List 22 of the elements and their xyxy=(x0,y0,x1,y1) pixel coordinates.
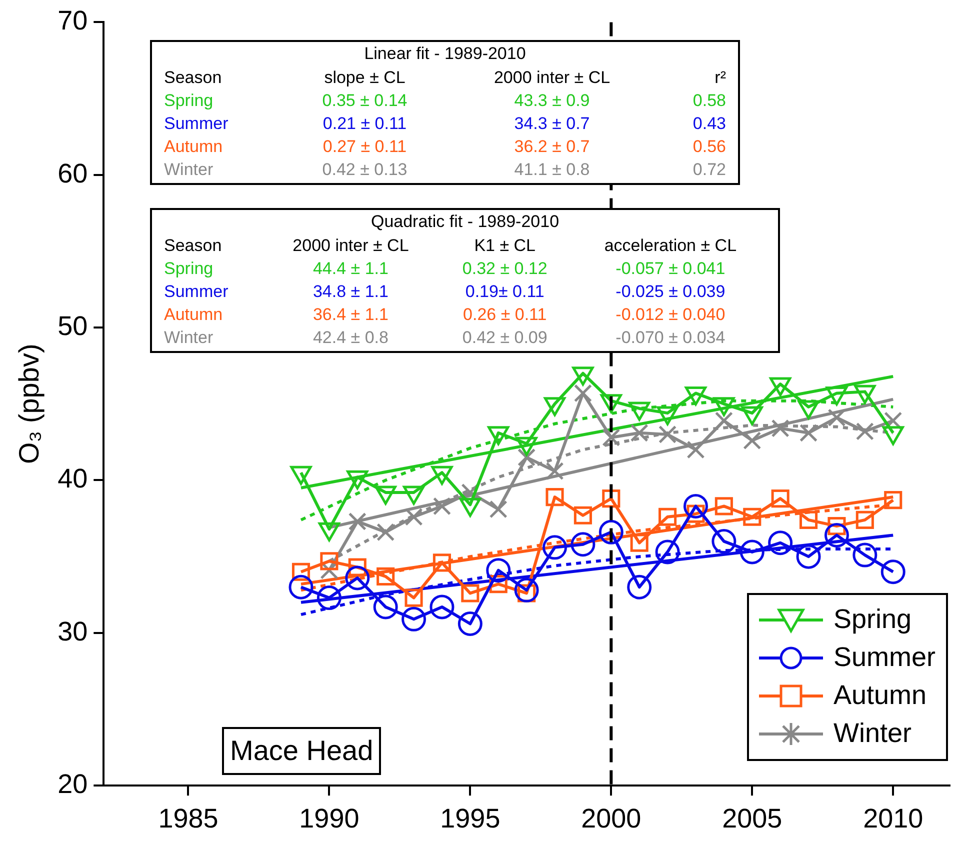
stats-table: Linear fit - 1989-2010 Season slope ± CL 2000 inter ± CL r² Spring 0.35 ± 0.14 43.3 ± 0.9 0.58 Summer 0.21 ± 0.11 34.3 ± 0.7 0.43 Autumn 0.27 ± 0.11 36.2 ± 0.7 0.56 Winter 0.42 ± 0.13 41.1 ± 0.8 0.72 xyxy=(150,40,740,185)
legend-label: Spring xyxy=(833,604,912,636)
stats-table: Quadratic fit - 1989-2010 Season 2000 inter ± CL K1 ± CL acceleration ± CL Spring 44.4 ± 1.1 0.32 ± 0.12 -0.057 ± 0.041 Summer 34.8 ± 1.1 0.19± 0.11 -0.025 ± 0.039 Autumn 36.4 ± 1.1 0.26 ± 0.11 -0.012 ± 0.040 Winter 42.4 ± 0.8 0.42 ± 0.09 -0.070 ± 0.034 xyxy=(150,208,780,353)
y-axis-title: O₃ (ppbv) xyxy=(14,344,45,464)
annotation: Mace Head xyxy=(222,727,382,775)
x-tick-label: 2000 xyxy=(581,803,642,834)
x-tick-label: 1995 xyxy=(440,803,500,834)
annotation: Linear fit - 1989-2010 xyxy=(363,44,527,64)
y-tick-label: 20 xyxy=(58,769,88,800)
x-tick-label: 2005 xyxy=(722,803,782,834)
y-tick-label: 40 xyxy=(58,464,88,494)
x-tick-label: 2010 xyxy=(863,803,924,834)
legend-label: Summer xyxy=(833,642,936,674)
x-tick-label: 1985 xyxy=(158,803,218,834)
y-tick-label: 50 xyxy=(58,311,88,342)
legend-label: Autumn xyxy=(833,680,927,712)
y-tick-label: 70 xyxy=(58,6,88,36)
legend-label: Winter xyxy=(833,718,912,750)
y-tick-label: 30 xyxy=(58,616,88,646)
y-tick-label: 60 xyxy=(58,158,88,188)
x-tick-label: 1990 xyxy=(299,803,360,834)
annotation: Quadratic fit - 1989-2010 xyxy=(370,212,560,232)
